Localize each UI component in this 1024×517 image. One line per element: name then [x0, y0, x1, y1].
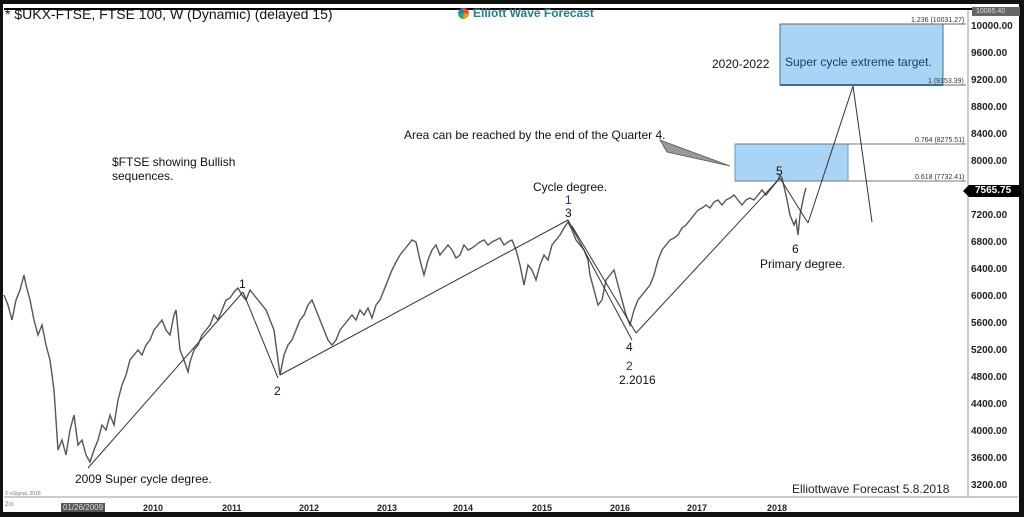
price-tick: 3200.00 — [971, 480, 1008, 491]
year-tick: 2010 — [143, 503, 164, 513]
cycle-wave-label-1: 1 — [565, 193, 572, 207]
wave-label-5: 5 — [776, 164, 783, 178]
price-tick: 6400.00 — [971, 264, 1008, 275]
esignal-copyright: © eSignal, 2018 — [5, 491, 41, 497]
fib-0764-label: 0.764 (8275.51) — [915, 137, 965, 144]
wave-label-4: 4 — [626, 340, 633, 354]
price-tick: 4400.00 — [971, 399, 1008, 410]
price-tick: 6800.00 — [971, 237, 1008, 248]
current-price-tag: 7565.75 — [963, 185, 1021, 197]
super-cycle-2009-label: 2009 Super cycle degree. — [75, 472, 212, 486]
chart-title: * $UKX-FTSE, FTSE 100, W (Dynamic) (dela… — [5, 6, 333, 22]
price-tick: 8000.00 — [971, 156, 1008, 167]
year-tick: 2015 — [532, 503, 553, 513]
bullish-note-line1: $FTSE showing Bullish — [112, 155, 236, 169]
year-tick: 2018 — [767, 503, 788, 513]
top-price-tag: 10085.40 — [972, 7, 1020, 16]
area-note: Area can be reached by the end of the Qu… — [404, 128, 666, 142]
wave-label-1: 1 — [239, 277, 246, 291]
year-tick: 2013 — [377, 503, 398, 513]
bullish-note-line2: sequences. — [112, 169, 174, 183]
price-tick: 8800.00 — [971, 102, 1008, 113]
price-tick: 10000.00 — [971, 21, 1013, 32]
year-tick: 2017 — [687, 503, 708, 513]
price-tick: 7200.00 — [971, 210, 1008, 221]
year-tick: 2014 — [453, 503, 474, 513]
fib-1236-label: 1.236 (10031.27) — [911, 17, 965, 24]
year-tick: 2016 — [610, 503, 631, 513]
wave-label-3: 3 — [565, 206, 572, 220]
cycle-wave-label-2: 2 — [626, 359, 633, 373]
chart-frame — [3, 4, 1019, 512]
price-tick: 8400.00 — [971, 129, 1008, 140]
fib-0618-label: 0.618 (7732.41) — [915, 174, 965, 181]
watermark-label: Elliottwave Forecast 5.8.2018 — [792, 482, 950, 496]
price-tick: 9200.00 — [971, 75, 1008, 86]
price-tick: 3600.00 — [971, 453, 1008, 464]
elliott-wave-lines — [87, 85, 873, 469]
target-box-label: Super cycle extreme target. — [785, 55, 932, 69]
cycle-degree-label: Cycle degree. — [533, 180, 608, 194]
wave-label-2: 2 — [274, 384, 281, 398]
price-tick: 5200.00 — [971, 345, 1008, 356]
quarter4-target-box — [734, 143, 849, 182]
callout-pointer — [659, 139, 731, 167]
wave-label-6: 6 — [792, 242, 799, 256]
cursor-date-tag: 01/26/2009 — [61, 503, 106, 512]
zoom-control[interactable]: Zm — [5, 502, 14, 508]
price-tick: 6000.00 — [971, 291, 1008, 302]
price-series — [3, 173, 807, 464]
year-tick: 2011 — [222, 503, 242, 513]
brand-logo: Elliott Wave Forecast — [458, 6, 594, 20]
fib-1-label: 1 (9153.39) — [928, 78, 964, 85]
price-tick: 9600.00 — [971, 48, 1008, 59]
price-tick: 4000.00 — [971, 426, 1008, 437]
date-2016-label: 2.2016 — [619, 373, 656, 387]
target-period-label: 2020-2022 — [712, 57, 770, 71]
year-tick: 2012 — [299, 503, 320, 513]
price-tick: 5600.00 — [971, 318, 1008, 329]
brand-name: Elliott Wave Forecast — [473, 6, 594, 20]
price-tick: 4800.00 — [971, 372, 1008, 383]
primary-degree-label: Primary degree. — [760, 257, 846, 271]
elliott-wave-logo-icon — [458, 7, 469, 19]
